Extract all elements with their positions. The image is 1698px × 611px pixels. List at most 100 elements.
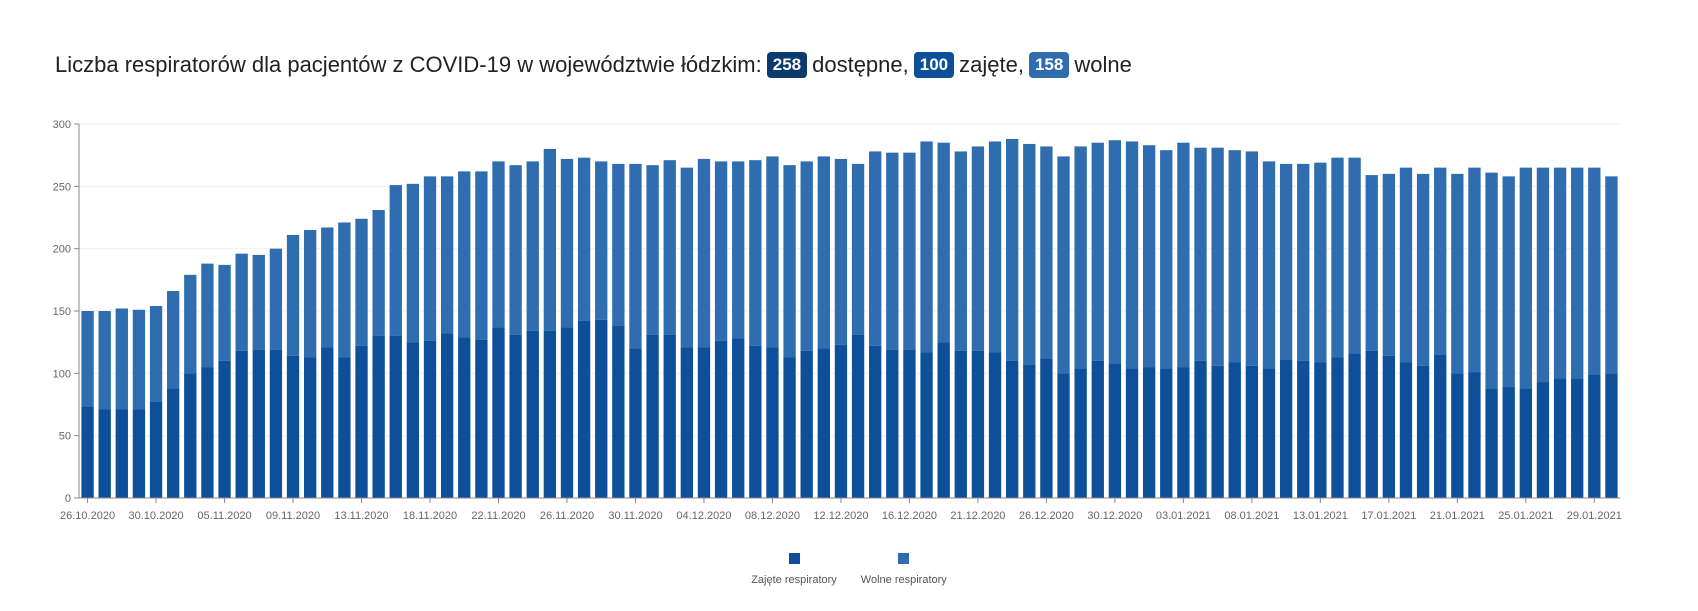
bar-occupied: [81, 406, 94, 498]
bar-occupied: [1211, 365, 1224, 498]
bar-free: [1279, 163, 1293, 360]
bar-occupied: [184, 373, 197, 498]
bar-free: [423, 176, 437, 341]
bar-free: [903, 152, 916, 350]
bar-free: [971, 146, 985, 351]
y-tick-label: 50: [59, 431, 71, 443]
bar-free: [1314, 162, 1327, 363]
x-tick-label: 26.12.2020: [1019, 510, 1074, 522]
x-tick-label: 21.12.2020: [950, 510, 1005, 522]
bar-free: [1519, 167, 1532, 389]
bar-occupied: [1434, 354, 1447, 498]
legend-item-occupied[interactable]: Zajęte respiratory: [751, 553, 837, 586]
bar-free: [252, 254, 265, 350]
bar-free: [560, 158, 574, 328]
x-tick-label: 29.01.2021: [1567, 510, 1622, 522]
bar-free: [1245, 151, 1259, 366]
bar-occupied: [1468, 372, 1481, 498]
bar-occupied: [749, 345, 762, 498]
bar-free: [1160, 150, 1173, 369]
bar-occupied: [1023, 364, 1036, 498]
bar-free: [1399, 167, 1413, 363]
x-tick-label: 13.01.2021: [1293, 510, 1348, 522]
bar-occupied: [509, 334, 522, 498]
bar-free: [81, 311, 94, 407]
bar-free: [218, 264, 231, 361]
bar-occupied: [440, 333, 454, 498]
bar-free: [1451, 173, 1464, 374]
bar-occupied: [1297, 360, 1310, 498]
occupied-badge: 100: [913, 52, 955, 78]
x-tick-label: 03.01.2021: [1156, 510, 1211, 522]
bar-occupied: [851, 334, 865, 498]
free-label: wolne: [1074, 52, 1132, 77]
bar-free: [132, 309, 146, 410]
bar-free: [577, 157, 591, 321]
bar-free: [1553, 167, 1567, 379]
bar-occupied: [1365, 350, 1378, 498]
bar-occupied: [492, 327, 505, 498]
bar-free: [1468, 167, 1481, 373]
bar-occupied: [1142, 367, 1156, 498]
bar-free: [1588, 167, 1601, 375]
bar-free: [1571, 167, 1584, 379]
x-tick-label: 30.12.2020: [1087, 510, 1142, 522]
bar-free: [509, 165, 522, 335]
legend-label-free: Wolne respiratory: [860, 574, 947, 586]
bar-free: [1485, 172, 1498, 389]
bar-occupied: [132, 409, 146, 498]
bar-free: [115, 308, 128, 410]
bar-occupied: [783, 357, 796, 498]
bar-occupied: [458, 337, 471, 498]
bar-free: [1262, 161, 1276, 369]
bar-occupied: [834, 344, 848, 498]
bar-occupied: [697, 347, 711, 498]
bar-occupied: [149, 402, 163, 498]
bar-free: [372, 210, 385, 336]
bar-occupied: [1194, 360, 1207, 498]
bar-free: [629, 163, 642, 349]
axis-layer: 0 50 100 150 200 250 300 26.10.2020 30.10.2020 05…: [53, 119, 1622, 522]
bar-occupied: [1005, 360, 1019, 498]
bar-free: [1536, 167, 1550, 383]
bar-free: [543, 148, 557, 331]
bar-free: [1382, 173, 1396, 356]
bar-occupied: [1553, 378, 1567, 498]
bar-occupied: [1074, 368, 1087, 498]
bar-free: [1228, 150, 1241, 363]
x-tick-label: 30.11.2020: [608, 510, 662, 522]
bar-occupied: [1416, 365, 1430, 498]
bar-free: [286, 234, 300, 356]
x-tick-label: 13.11.2020: [334, 510, 388, 522]
bar-free: [1434, 167, 1447, 355]
bar-free: [167, 291, 180, 389]
bar-occupied: [920, 352, 933, 498]
bar-free: [406, 183, 420, 343]
bar-free: [851, 163, 865, 335]
x-tick-label: 26.10.2020: [60, 510, 115, 522]
y-tick-label: 150: [53, 306, 71, 318]
bar-occupied: [321, 347, 334, 498]
bar-free: [886, 152, 899, 350]
bar-free: [338, 222, 351, 358]
bar-free: [1023, 143, 1036, 365]
bar-occupied: [577, 320, 591, 498]
bar-free: [492, 161, 505, 328]
bar-free: [1108, 140, 1122, 364]
bar-free: [920, 141, 933, 353]
bar-occupied: [1108, 363, 1122, 498]
x-tick-label: 18.11.2020: [403, 510, 457, 522]
legend-item-free[interactable]: Wolne respiratory: [861, 553, 947, 586]
bar-free: [1125, 141, 1139, 369]
bar-free: [184, 274, 197, 374]
bar-occupied: [800, 350, 813, 498]
bar-occupied: [1245, 365, 1259, 498]
bar-free: [1005, 138, 1019, 361]
bar-occupied: [1399, 362, 1413, 498]
bar-occupied: [1040, 358, 1053, 498]
bar-occupied: [406, 342, 420, 498]
bar-occupied: [1177, 367, 1190, 498]
bar-free: [954, 151, 967, 351]
bar-free: [817, 156, 830, 349]
bar-occupied: [235, 350, 248, 498]
